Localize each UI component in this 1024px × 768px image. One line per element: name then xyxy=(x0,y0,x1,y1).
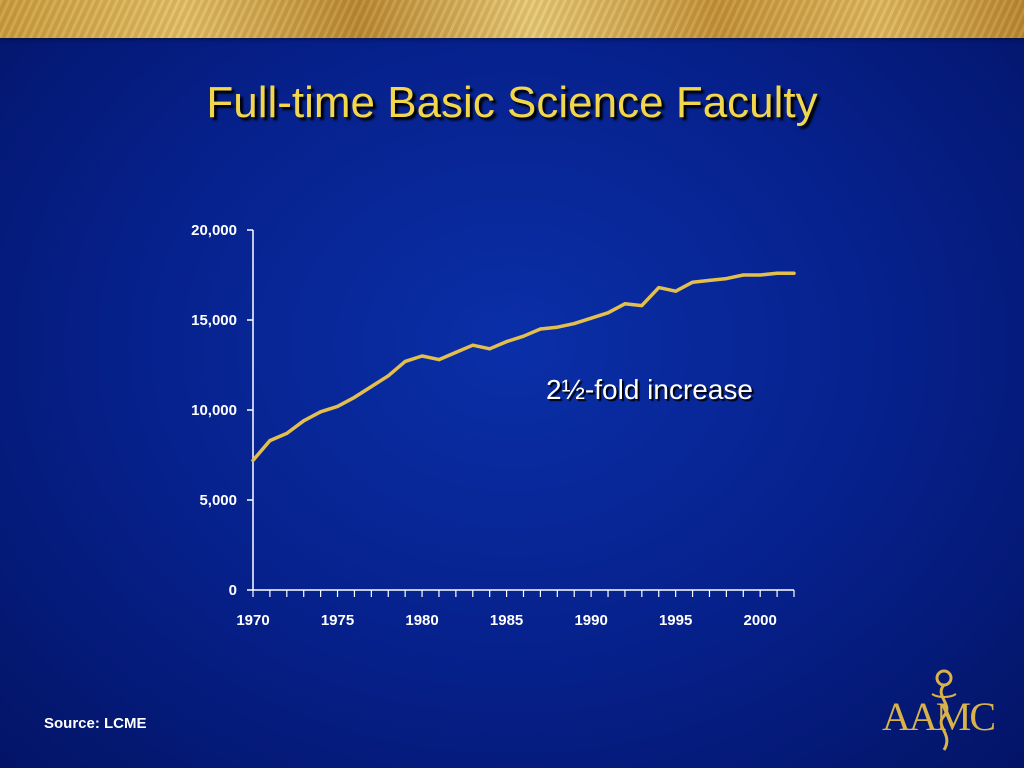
data-point xyxy=(690,280,695,284)
data-point xyxy=(792,271,796,275)
slide-title: Full-time Basic Science Faculty xyxy=(206,78,818,127)
data-point xyxy=(657,286,661,290)
y-tick-label: 0 xyxy=(229,582,237,599)
data-point xyxy=(741,273,745,277)
data-point xyxy=(775,271,779,275)
data-point xyxy=(302,419,306,423)
data-point xyxy=(420,354,424,358)
y-tick-label: 15,000 xyxy=(191,312,237,329)
series-line xyxy=(251,271,796,463)
aamc-logo-icon: AAMC xyxy=(882,669,996,751)
data-point xyxy=(335,404,340,408)
decorative-gold-band xyxy=(0,0,1024,38)
x-tick-label: 1980 xyxy=(405,612,438,629)
data-point xyxy=(758,273,762,277)
data-point xyxy=(606,311,610,315)
data-point xyxy=(707,278,712,282)
data-point xyxy=(538,327,543,331)
y-tick-label: 5,000 xyxy=(199,492,237,509)
x-tick-label: 1995 xyxy=(659,612,692,629)
data-point xyxy=(589,316,593,320)
data-point xyxy=(504,340,509,344)
source-note: Source: LCME xyxy=(44,715,147,732)
data-point xyxy=(640,304,644,308)
data-point xyxy=(369,385,373,389)
x-tick-label: 2000 xyxy=(744,612,777,629)
data-point xyxy=(488,347,492,351)
data-point xyxy=(251,458,255,462)
data-point xyxy=(555,325,559,329)
x-tick-label: 1975 xyxy=(321,612,354,629)
x-tick-label: 1990 xyxy=(574,612,607,629)
data-point xyxy=(454,350,458,354)
y-tick-label: 20,000 xyxy=(191,222,237,239)
data-point xyxy=(724,277,728,281)
data-point xyxy=(268,439,272,443)
data-point xyxy=(471,343,475,347)
x-tick-label: 1970 xyxy=(236,612,269,629)
y-tick-label: 10,000 xyxy=(191,402,237,419)
chart-annotation: 2½-fold increase xyxy=(546,374,754,405)
data-point xyxy=(403,359,407,363)
svg-text:AAMC: AAMC xyxy=(882,694,994,739)
data-point xyxy=(285,431,289,435)
data-point xyxy=(521,334,526,338)
x-tick-label: 1985 xyxy=(490,612,523,629)
data-point xyxy=(319,410,323,414)
data-point xyxy=(623,302,627,306)
data-point xyxy=(674,289,678,293)
data-point xyxy=(386,374,390,378)
data-point xyxy=(437,358,441,362)
data-point xyxy=(352,395,357,399)
data-point xyxy=(572,322,576,326)
